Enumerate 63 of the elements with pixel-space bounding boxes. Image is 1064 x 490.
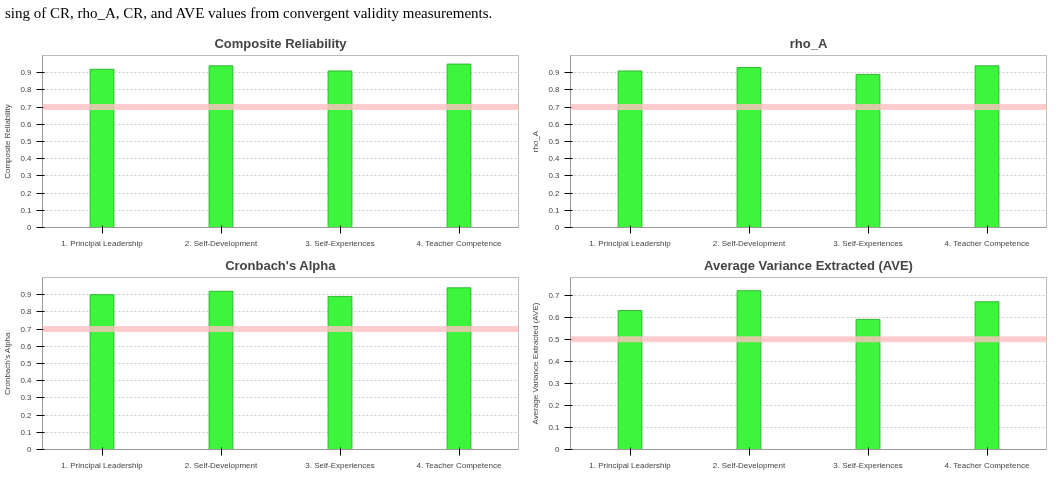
y-tick-label: 0.7 xyxy=(548,102,561,112)
chart-title: rho_A xyxy=(789,35,828,51)
y-tick-label: 0.3 xyxy=(20,171,33,181)
chart-title: Composite Reliability xyxy=(214,35,348,51)
y-tick-label: 0.5 xyxy=(20,359,33,368)
y-tick-label: 0.4 xyxy=(548,356,561,366)
text: sing of CR, rho_A, CR, and AVE values from convergent validity measurements. xyxy=(5,5,493,21)
y-tick-label: 0.6 xyxy=(548,312,561,322)
y-tick-label: 0.5 xyxy=(548,334,561,344)
y-tick-label: 0.2 xyxy=(20,188,33,198)
y-tick-label: 0.1 xyxy=(20,427,33,437)
y-tick-label: 0.1 xyxy=(548,205,561,215)
y-axis-title: Composite Reliability xyxy=(3,104,13,179)
y-tick-label: 0.5 xyxy=(20,137,33,146)
x-tick-label: 2. Self-Development xyxy=(184,238,259,248)
y-axis-title: rho_A xyxy=(531,130,541,153)
y-tick-label: 0.5 xyxy=(548,137,561,146)
y-tick-label: 0.3 xyxy=(20,393,33,403)
x-tick-label: 2. Self-Development xyxy=(712,460,787,470)
y-tick-label: 0.6 xyxy=(20,119,33,129)
y-tick-label: 0 xyxy=(555,223,561,232)
y-tick-label: 0.8 xyxy=(548,85,561,95)
x-tick-label: 3. Self-Experiences xyxy=(833,460,903,470)
chart-title: Average Variance Extracted (AVE) xyxy=(704,257,913,273)
x-tick-label: 1. Principal Leadership xyxy=(589,238,672,248)
x-tick-label: 1. Principal Leadership xyxy=(589,460,672,470)
y-tick-label: 0.4 xyxy=(20,376,33,386)
x-tick-label: 2. Self-Development xyxy=(712,238,787,248)
y-tick-label: 0.7 xyxy=(20,102,33,112)
y-tick-label: 0.7 xyxy=(20,324,33,334)
y-tick-label: 0.3 xyxy=(548,378,561,388)
x-tick-label: 4. Teacher Competence xyxy=(944,238,1030,248)
y-tick-label: 0.9 xyxy=(20,290,33,300)
y-tick-label: 0.3 xyxy=(548,171,561,181)
x-tick-label: 4. Teacher Competence xyxy=(416,460,502,470)
y-tick-label: 0.2 xyxy=(548,400,561,410)
x-tick-label: 3. Self-Experiences xyxy=(305,460,375,470)
x-tick-label: 4. Teacher Competence xyxy=(944,460,1030,470)
y-tick-label: 0.6 xyxy=(20,341,33,351)
x-tick-label: 3. Self-Experiences xyxy=(305,238,375,248)
x-tick-label: 2. Self-Development xyxy=(184,460,259,470)
y-tick-label: 0.9 xyxy=(548,68,561,78)
y-tick-label: 0 xyxy=(27,445,33,454)
y-tick-label: 0.2 xyxy=(20,410,33,420)
chart-title: Cronbach's Alpha xyxy=(225,257,337,273)
x-tick-label: 3. Self-Experiences xyxy=(833,238,903,248)
y-tick-label: 0.9 xyxy=(20,68,33,78)
y-tick-label: 0.7 xyxy=(548,290,561,300)
y-tick-label: 0.4 xyxy=(548,154,561,164)
y-tick-label: 0 xyxy=(555,445,561,454)
x-tick-label: 1. Principal Leadership xyxy=(61,460,144,470)
y-tick-label: 0 xyxy=(27,223,33,232)
y-tick-label: 0.6 xyxy=(548,119,561,129)
y-tick-label: 0.8 xyxy=(20,307,33,317)
x-tick-label: 4. Teacher Competence xyxy=(416,238,502,248)
y-tick-label: 0.2 xyxy=(548,188,561,198)
y-tick-label: 0.1 xyxy=(20,205,33,215)
y-tick-label: 0.4 xyxy=(20,154,33,164)
y-tick-label: 0.8 xyxy=(20,85,33,95)
y-tick-label: 0.1 xyxy=(548,422,561,432)
x-tick-label: 1. Principal Leadership xyxy=(61,238,144,248)
y-axis-title: Average Variance Extracted (AVE) xyxy=(531,302,541,425)
y-axis-title: Cronbach's Alpha xyxy=(3,331,13,395)
